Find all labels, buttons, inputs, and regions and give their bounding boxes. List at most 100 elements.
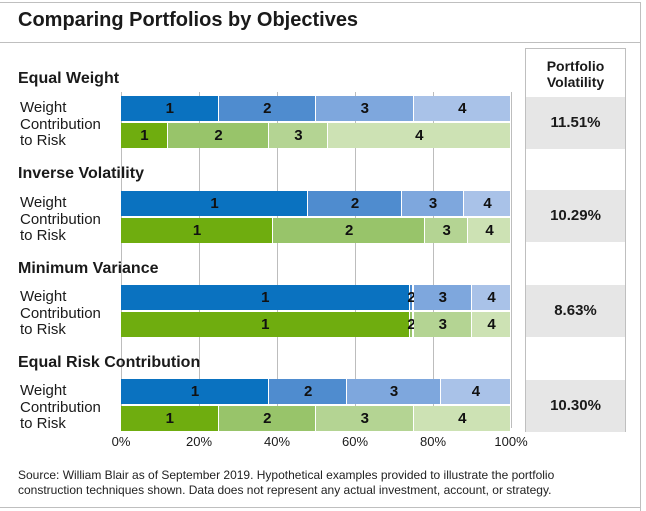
risk-bar-segment [316, 406, 414, 431]
weight-segment-label: 2 [350, 195, 360, 212]
weight-bar-segment [440, 379, 511, 404]
weight-row-label: Weight [20, 288, 67, 305]
group-title: Inverse Volatility [18, 165, 144, 182]
weight-segment-label: 2 [263, 100, 272, 117]
volatility-value: 10.29% [550, 207, 601, 224]
volatility-value: 8.63% [554, 302, 597, 319]
weight-segment-label: 4 [483, 195, 492, 212]
weight-segment-label: 3 [360, 100, 369, 117]
risk-row-label-line2: to Risk [20, 132, 66, 149]
weight-bar-segment [121, 96, 219, 121]
weight-bar-segment [413, 285, 472, 310]
weight-segment-label: 4 [458, 100, 467, 117]
risk-segment-label: 4 [487, 316, 496, 333]
risk-bar-segment [413, 312, 472, 337]
x-gridline [433, 92, 434, 428]
group-title: Equal Risk Contribution [18, 354, 201, 371]
risk-row-label-line2: to Risk [20, 321, 66, 338]
risk-row-label: Contribution to Risk [20, 306, 101, 338]
weight-row-label: Weight [20, 194, 67, 211]
group-title: Minimum Variance [18, 260, 159, 277]
risk-bar-segment [121, 406, 219, 431]
risk-segment-label: 4 [485, 222, 494, 239]
x-gridline [121, 92, 122, 428]
group-title: Equal Weight [18, 70, 120, 87]
risk-segment-label: 1 [140, 127, 149, 144]
volatility-band [526, 97, 625, 149]
weight-segment-label: 4 [487, 289, 496, 306]
risk-bar-segment [218, 406, 316, 431]
risk-row-label-line1: Contribution [20, 211, 101, 228]
weight-bar-segment [401, 191, 465, 216]
x-gridline [277, 92, 278, 428]
volatility-header-line2: Volatility [546, 74, 605, 90]
weight-segment-label: 1 [165, 100, 174, 117]
risk-row-label-line1: Contribution [20, 399, 101, 416]
risk-segment-label: 1 [165, 410, 174, 427]
weight-row-label: Weight [20, 99, 67, 116]
risk-row-label: Contribution to Risk [20, 117, 101, 149]
risk-segment-label: 2 [214, 127, 223, 144]
top-rule [0, 2, 640, 3]
x-tick-label: 80% [419, 434, 447, 449]
weight-bar-segment [413, 96, 511, 121]
weight-segment-label: 4 [471, 383, 481, 400]
weight-segment-label: 1 [190, 383, 200, 400]
weight-segment-label: 1 [210, 195, 219, 212]
chart-title: Comparing Portfolios by Objectives [18, 9, 359, 31]
weight-segment-label: 2 [407, 289, 416, 306]
volatility-band [526, 380, 625, 432]
weight-segment-label: 3 [389, 383, 399, 400]
x-gridline [355, 92, 356, 428]
weight-bar-segment [464, 191, 511, 216]
weight-bar-segment [269, 379, 348, 404]
risk-segment-label: 4 [415, 127, 424, 144]
bottom-rule [0, 507, 640, 508]
volatility-band [526, 190, 625, 242]
risk-segment-label: 4 [458, 410, 467, 427]
volatility-header: Portfolio Volatility [525, 58, 626, 90]
risk-row-label: Contribution to Risk [20, 212, 101, 244]
x-gridline [199, 92, 200, 428]
risk-segment-label: 2 [344, 222, 354, 239]
weight-bar-segment [308, 191, 402, 216]
risk-bar-segment [121, 312, 410, 337]
risk-bar-segment [472, 312, 511, 337]
risk-bar-segment [121, 123, 168, 148]
risk-bar-segment [425, 218, 469, 243]
weight-bar-segment [121, 191, 309, 216]
risk-row-label: Contribution to Risk [20, 400, 101, 432]
risk-row-label-line1: Contribution [20, 116, 101, 133]
risk-bar-segment [273, 218, 426, 243]
risk-segment-label: 3 [438, 316, 447, 333]
volatility-band [526, 285, 625, 337]
weight-bar-segment [409, 285, 414, 310]
weight-segment-label: 3 [428, 195, 438, 212]
volatility-header-line1: Portfolio [546, 58, 605, 74]
title-divider [0, 42, 640, 43]
risk-segment-label: 3 [442, 222, 451, 239]
risk-bar-segment [468, 218, 511, 243]
risk-segment-label: 2 [407, 316, 416, 333]
x-tick-label: 40% [263, 434, 291, 449]
volatility-value: 10.30% [550, 397, 601, 414]
risk-bar-segment [269, 123, 328, 148]
risk-row-label-line2: to Risk [20, 415, 66, 432]
x-tick-label: 20% [185, 434, 213, 449]
weight-bar-segment [316, 96, 414, 121]
risk-bar-segment [413, 406, 511, 431]
volatility-value: 11.51% [550, 114, 601, 131]
x-gridline [511, 92, 512, 428]
risk-bar-segment [327, 123, 511, 148]
x-tick-label: 0% [111, 434, 131, 449]
risk-bar-segment [409, 312, 414, 337]
risk-bar-segment [167, 123, 270, 148]
x-tick-label: 100% [494, 434, 528, 449]
right-rule [640, 2, 641, 511]
risk-row-label-line1: Contribution [20, 305, 101, 322]
risk-segment-label: 1 [261, 316, 270, 333]
risk-row-label-line2: to Risk [20, 227, 66, 244]
risk-segment-label: 2 [263, 410, 272, 427]
weight-row-label: Weight [20, 382, 67, 399]
risk-segment-label: 3 [360, 410, 369, 427]
